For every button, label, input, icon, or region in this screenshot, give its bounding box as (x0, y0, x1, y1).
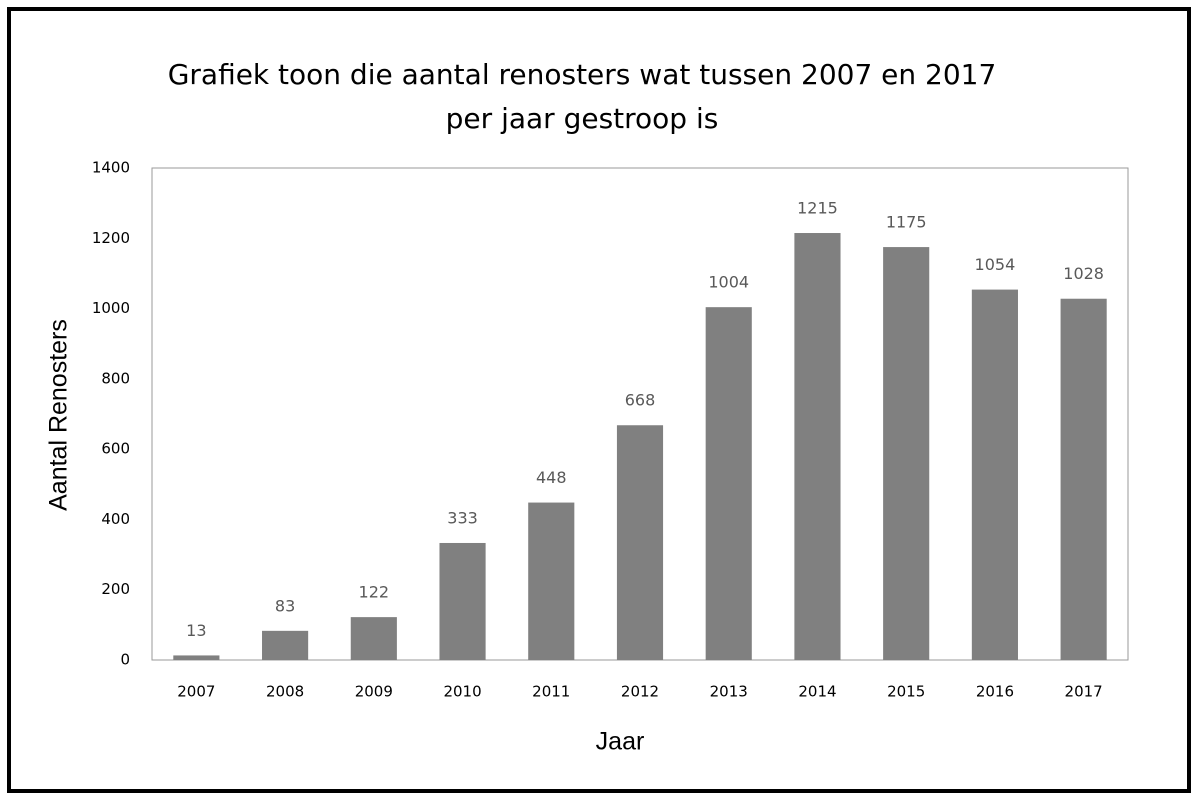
data-label: 122 (359, 583, 390, 602)
x-axis-label: Jaar (596, 728, 645, 756)
y-tick-label: 600 (101, 440, 130, 458)
data-label: 1215 (797, 199, 838, 218)
data-label: 1054 (975, 255, 1016, 274)
data-label: 83 (275, 596, 295, 615)
y-axis-label: Aantal Renosters (45, 319, 73, 511)
bar (439, 542, 486, 660)
x-tick-label: 2008 (266, 683, 304, 701)
bar (1060, 298, 1107, 660)
y-tick-label: 200 (101, 580, 130, 598)
data-label: 1175 (886, 213, 927, 232)
data-label: 668 (625, 391, 656, 410)
x-tick-label: 2007 (177, 683, 215, 701)
bar (705, 307, 752, 660)
chart-title: Grafiek toon die aantal renosters wat tu… (168, 58, 997, 91)
x-tick-label: 2010 (443, 683, 481, 701)
data-label: 1028 (1063, 264, 1104, 283)
bar (262, 630, 309, 660)
y-tick-label: 1000 (92, 299, 130, 317)
bar (350, 617, 397, 660)
data-label: 1004 (708, 273, 749, 292)
x-tick-label: 2013 (710, 683, 748, 701)
x-tick-label: 2017 (1065, 683, 1103, 701)
y-tick-label: 400 (101, 510, 130, 528)
y-tick-label: 0 (120, 651, 130, 669)
y-tick-label: 800 (101, 369, 130, 387)
bar (616, 425, 664, 660)
bar (883, 247, 930, 661)
bar (528, 502, 575, 660)
x-tick-label: 2012 (621, 683, 659, 701)
x-tick-label: 2016 (976, 683, 1014, 701)
x-tick-label: 2009 (355, 683, 393, 701)
x-tick-label: 2011 (532, 683, 570, 701)
data-label: 333 (447, 508, 478, 527)
y-tick-label: 1400 (92, 159, 130, 177)
bar (794, 233, 841, 660)
data-label: 13 (186, 621, 206, 640)
x-tick-label: 2015 (887, 683, 925, 701)
y-tick-label: 1200 (92, 229, 130, 247)
bar (971, 289, 1018, 660)
chart-title: per jaar gestroop is (446, 102, 719, 135)
bar (173, 655, 220, 660)
data-label: 448 (536, 468, 567, 487)
x-tick-label: 2014 (798, 683, 836, 701)
